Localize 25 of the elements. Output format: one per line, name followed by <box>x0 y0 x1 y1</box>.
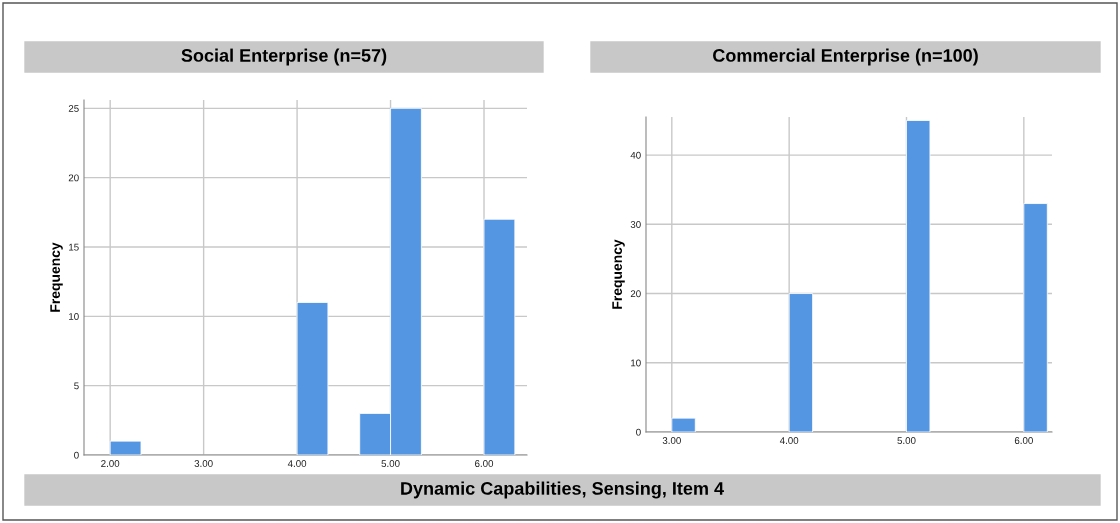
y-tick-label: 15 <box>69 243 79 251</box>
y-tick-label: 0 <box>74 451 79 459</box>
y-tick-label: 40 <box>630 151 641 159</box>
y-tick-label: 0 <box>636 428 641 436</box>
y-tick-label: 25 <box>68 105 79 112</box>
x-tick-label: 4.00 <box>287 460 307 467</box>
x-tick-label: 6.00 <box>475 460 494 467</box>
x-tick-label: 3.00 <box>194 460 213 467</box>
x-tick-label: 5.00 <box>381 460 400 467</box>
x-tick-label: 6.00 <box>1014 437 1033 444</box>
x-tick-label: 2.00 <box>101 460 120 467</box>
x-tick-label: 5.00 <box>897 437 916 444</box>
y-tick-label: 20 <box>630 290 641 298</box>
y-axis-title: Frequency <box>50 242 63 312</box>
x-tick-label: 3.00 <box>662 437 681 444</box>
y-axis-title: Frequency <box>612 239 625 309</box>
y-tick-label: 10 <box>631 359 641 367</box>
y-tick-label: 30 <box>630 221 641 228</box>
y-tick-label: 20 <box>68 174 79 182</box>
x-tick-label: 4.00 <box>779 437 799 444</box>
chart-title: Commercial Enterprise (n=100) <box>713 48 978 66</box>
text: Dynamic Capabilities, Sensing, Item 4 <box>401 481 724 499</box>
y-tick-label: 10 <box>69 313 79 320</box>
chart-title: Social Enterprise (n=57) <box>181 48 387 66</box>
y-tick-label: 5 <box>74 382 79 390</box>
